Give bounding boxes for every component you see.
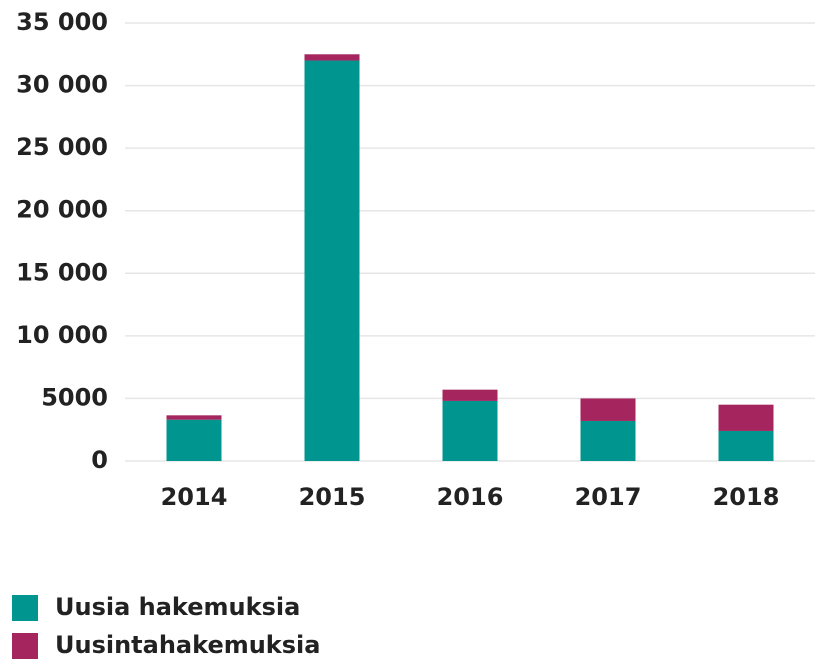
bar-segment [718,404,774,431]
bar-segment [442,400,498,461]
y-tick-label: 20 000 [16,196,108,224]
bar-segment [304,60,360,462]
y-tick-label: 5000 [41,383,108,411]
legend-label: Uusintahakemuksia [55,631,320,659]
y-tick-label: 15 000 [16,258,108,286]
legend-swatch [12,633,38,659]
y-tick-label: 25 000 [16,133,108,161]
bar-segment [166,415,222,420]
x-tick-label: 2016 [437,483,504,511]
y-tick-label: 0 [91,446,108,474]
bar-segment [442,389,498,401]
y-tick-label: 10 000 [16,321,108,349]
legend-swatch [12,595,38,621]
y-tick-label: 30 000 [16,71,108,99]
y-tick-label: 35 000 [16,8,108,36]
bar-segment [580,398,636,421]
x-tick-label: 2017 [575,483,642,511]
x-tick-label: 2015 [299,483,366,511]
legend-label: Uusia hakemuksia [55,593,300,621]
x-tick-label: 2014 [161,483,228,511]
bar-segment [166,419,222,461]
x-tick-label: 2018 [713,483,780,511]
bar-segment [718,430,774,461]
bar-segment [580,420,636,461]
bar-segment [304,54,360,61]
